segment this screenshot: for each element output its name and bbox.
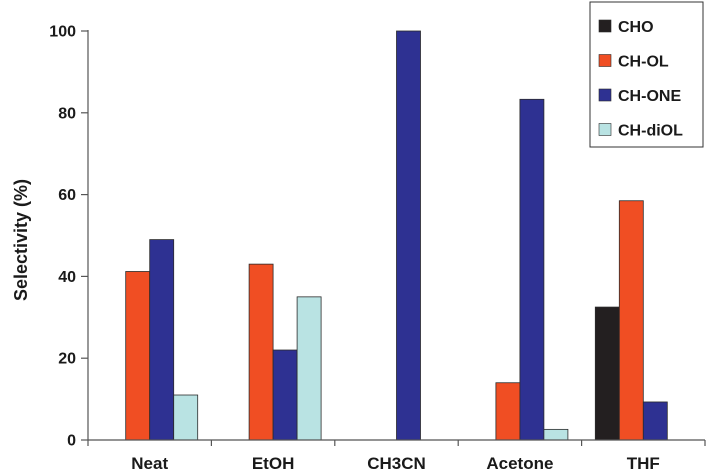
legend-swatch [598,19,612,33]
y-tick-label: 20 [58,351,76,368]
bars [125,30,668,441]
legend: CHO CH-OL CH-ONE CH-diOL [589,1,704,148]
bar-ch-one-neat [149,239,175,441]
bar-cho-thf [594,306,620,441]
y-tick-label: 0 [67,433,76,450]
x-tick-label: CH3CN [367,454,426,473]
legend-label: CH-OL [618,54,669,71]
x-tick-label: THF [627,454,660,473]
bar-ch-ol-acetone [495,382,521,441]
bar-ch-diol-etoh [296,296,322,441]
legend-swatch [598,88,612,102]
legend-label: CH-ONE [618,88,681,105]
y-tick-label: 80 [58,105,76,122]
x-tick-label: Acetone [486,454,553,473]
bar-ch-diol-acetone [543,428,569,441]
axes [87,30,706,446]
x-tick-label: EtOH [252,454,295,473]
legend-swatch [598,123,612,136]
bar-ch-ol-etoh [248,263,274,441]
x-axis-labels: Neat EtOH CH3CN Acetone THF [131,454,660,473]
x-tick-label: Neat [131,454,168,473]
y-axis-ticks: 0 20 40 60 80 100 [49,24,88,450]
bar-ch-one-etoh [272,349,298,441]
y-axis-title: Selectivity (%) [11,179,31,301]
legend-label: CHO [618,19,654,36]
bar-ch-ol-neat [125,271,151,441]
y-tick-label: 60 [58,187,76,204]
bar-ch-one-ch3cn [396,30,421,441]
legend-swatch [598,54,612,67]
bar-ch-one-acetone [519,98,545,441]
legend-box [589,1,704,148]
y-tick-label: 40 [58,269,76,286]
bar-ch-diol-neat [173,394,199,441]
bar-ch-one-thf [642,401,668,441]
y-tick-label: 100 [49,24,76,41]
legend-label: CH-diOL [618,123,683,140]
bar-ch-ol-thf [618,200,644,441]
